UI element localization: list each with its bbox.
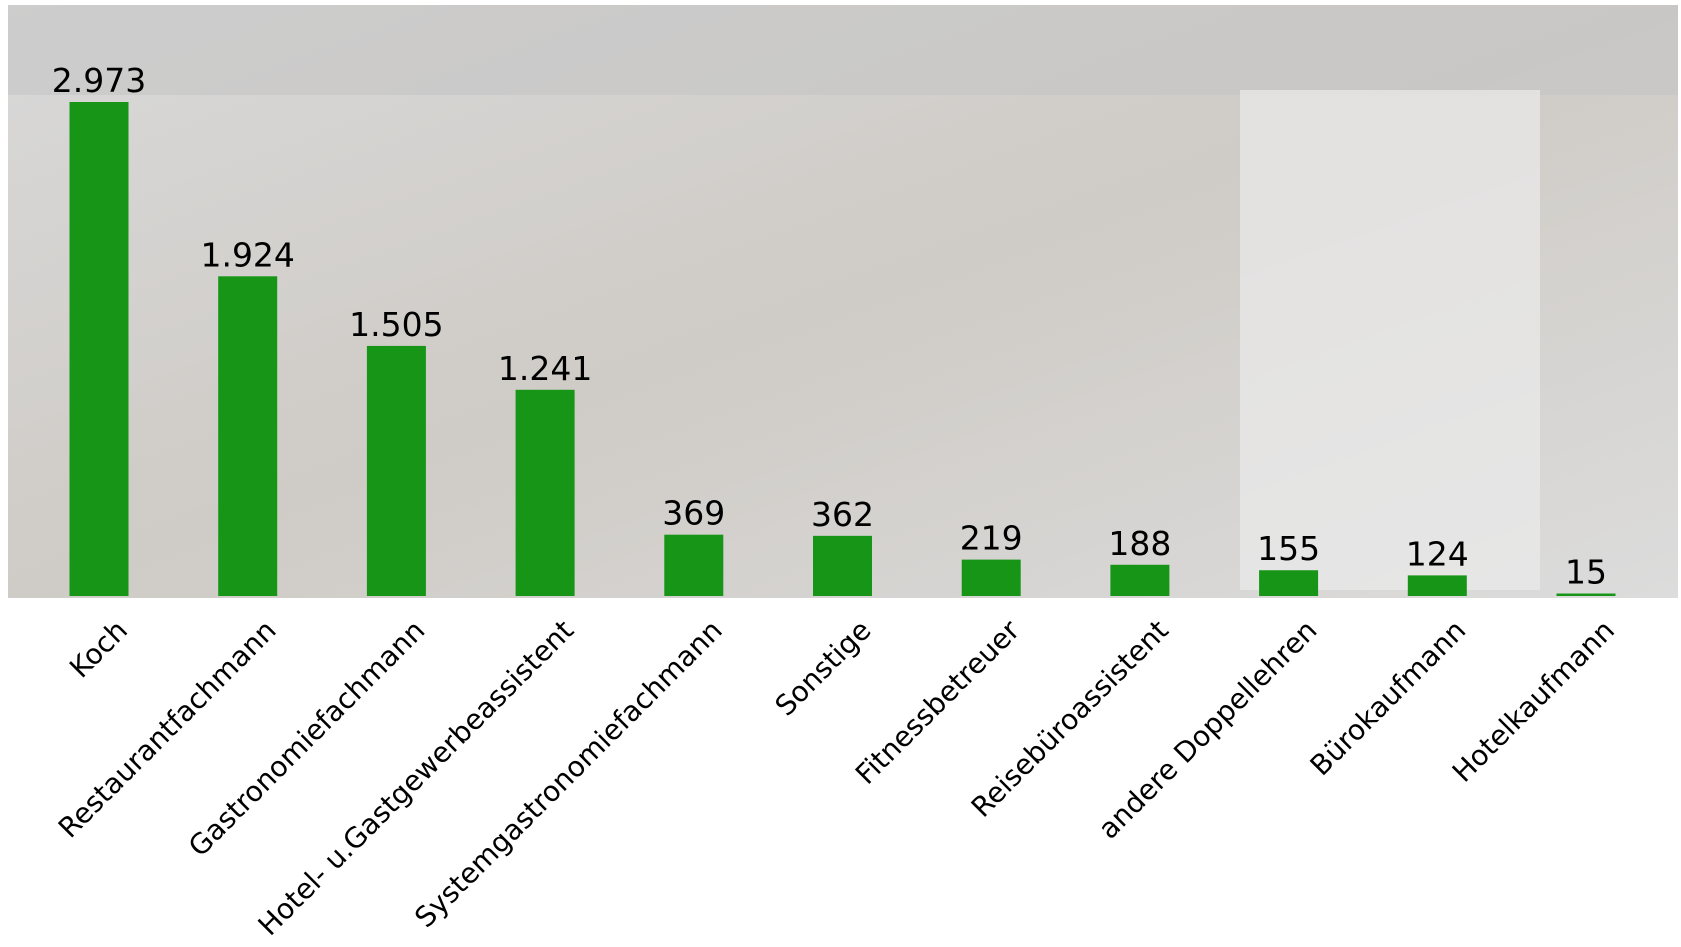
bar [366,345,426,596]
value-label: 1.924 [200,235,294,274]
x-tick-label: Systemgastronomiefachmann [408,614,728,934]
x-tick-label: Hotelkaufmann [1446,614,1621,789]
value-label: 15 [1565,553,1607,592]
bar [1407,575,1467,596]
bar [515,389,575,596]
value-label: 124 [1406,534,1469,573]
value-label: 188 [1108,524,1171,563]
value-label: 1.241 [498,349,592,388]
value-label: 1.505 [349,305,443,344]
bar [69,102,129,596]
x-tick-label: Gastronomiefachmann [182,614,431,863]
bar [218,276,278,596]
value-label: 155 [1257,529,1320,568]
value-label: 362 [811,495,874,534]
x-tick-label: Sonstige [769,614,878,723]
value-label: 219 [960,519,1023,558]
bar [813,535,872,596]
x-tick-label: Koch [63,614,134,685]
value-label: 2.973 [52,61,146,100]
photo-stage [8,5,1678,95]
bar [664,534,724,596]
bar [1556,593,1616,596]
bar [961,559,1021,596]
x-tick-label: Hotel- u.Gastgewerbeassistent [252,614,580,942]
photo-banner [1240,90,1540,590]
value-label: 369 [662,494,725,533]
bar [1110,564,1170,596]
bar [1259,570,1319,596]
x-tick-label: Bürokaufmann [1304,614,1473,783]
